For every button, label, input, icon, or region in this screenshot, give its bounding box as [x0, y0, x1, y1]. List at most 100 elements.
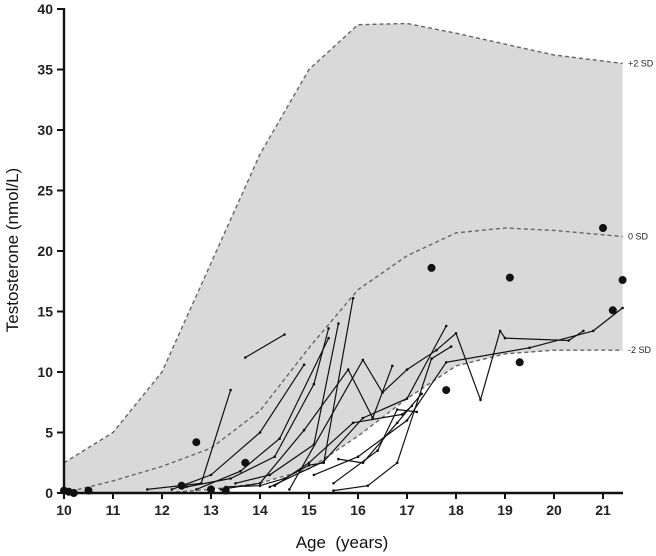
x-tick-label: 13 [203, 502, 219, 518]
band-label: -2 SD [628, 345, 652, 355]
y-tick-label: 15 [37, 304, 53, 320]
series-line-5 [196, 337, 330, 490]
series-point [454, 332, 458, 335]
band-label: 0 SD [628, 232, 649, 242]
single-point [427, 263, 436, 272]
series-point [479, 398, 482, 402]
single-point [177, 481, 186, 490]
series-point [405, 368, 409, 371]
x-tick-label: 21 [595, 502, 611, 518]
single-point [442, 386, 451, 395]
band-label: +2 SD [628, 58, 654, 68]
series-point [195, 488, 198, 491]
series-point [621, 306, 624, 310]
y-axis-title: Testosterone (nmol/L) [3, 168, 22, 332]
y-tick-label: 20 [37, 243, 53, 259]
single-point [241, 458, 250, 467]
series-point [405, 397, 409, 400]
x-tick-label: 17 [399, 502, 415, 518]
series-point [332, 489, 335, 492]
x-axis-title: Age (years) [296, 533, 389, 552]
x-tick-label: 20 [546, 502, 562, 518]
series-point [258, 482, 262, 485]
series-point [503, 336, 507, 340]
series-point [420, 392, 424, 396]
series-line-3 [171, 364, 305, 490]
series-point [244, 356, 247, 359]
x-tick-label: 11 [106, 502, 121, 518]
series-point [268, 485, 272, 489]
series-point [219, 488, 223, 491]
series-point [146, 488, 149, 491]
series-point [278, 437, 281, 440]
series-point [381, 391, 384, 394]
series-point [449, 345, 453, 348]
series-point [337, 322, 340, 325]
series-point [435, 348, 438, 352]
series-point [258, 431, 262, 434]
series-point [528, 346, 531, 350]
x-tick-label: 18 [448, 502, 464, 518]
series-point [312, 473, 316, 477]
series-point [273, 484, 277, 488]
series-point [444, 324, 448, 328]
series-point [415, 410, 419, 414]
series-point [361, 416, 365, 420]
series-line-8 [225, 298, 354, 488]
x-tick-label: 14 [252, 502, 268, 518]
y-tick-label: 25 [37, 183, 53, 199]
y-tick-label: 40 [37, 1, 53, 17]
series-line-6 [220, 365, 393, 490]
single-point [505, 273, 514, 282]
series-point [302, 428, 306, 432]
series-point [405, 419, 409, 422]
y-tick-label: 10 [37, 364, 53, 380]
reference-band-area [64, 23, 623, 493]
single-point [608, 306, 617, 315]
series-point [591, 329, 595, 333]
series-point [430, 357, 433, 361]
plus-2sd-curve [63, 22, 623, 464]
series-layer [146, 296, 624, 492]
series-point [312, 382, 316, 386]
series-line-15 [338, 393, 423, 464]
series-point [170, 488, 174, 491]
reference-band-layer: +2 SD 0 SD -2 SD [63, 22, 654, 494]
y-tick-label: 30 [37, 122, 53, 138]
x-tick-label: 15 [301, 502, 317, 518]
series-point [444, 361, 448, 364]
series-point [258, 484, 262, 488]
series-point [346, 368, 350, 371]
x-tick-label: 19 [497, 502, 513, 518]
single-point [192, 438, 201, 447]
series-point [268, 473, 272, 477]
series-point [351, 296, 355, 300]
series-point [395, 408, 399, 411]
series-point [307, 461, 311, 465]
series-point [307, 463, 311, 467]
x-tick-label: 12 [154, 502, 170, 518]
minus-2sd-curve [64, 349, 623, 494]
series-point [400, 413, 404, 416]
series-point [351, 421, 355, 425]
series-point [332, 482, 335, 485]
y-tick-label: 35 [37, 62, 53, 78]
series-point [395, 421, 399, 425]
series-point [283, 333, 286, 336]
series-point [209, 473, 213, 477]
series-point [376, 449, 379, 452]
y-tick-label: 0 [45, 485, 53, 501]
series-point [229, 477, 232, 480]
series-point [229, 388, 232, 392]
x-tick-label: 16 [350, 502, 366, 518]
series-point [288, 488, 291, 491]
single-point [515, 358, 524, 367]
series-point [567, 339, 570, 342]
series-point [366, 484, 370, 488]
axis-layer: 10 11 12 13 14 15 16 17 18 19 20 21 0 5 10 15 20 25 30 35 40 [37, 1, 623, 518]
series-point [361, 461, 365, 465]
series-point [273, 455, 277, 459]
series-point [327, 327, 330, 330]
series-point [395, 461, 399, 465]
